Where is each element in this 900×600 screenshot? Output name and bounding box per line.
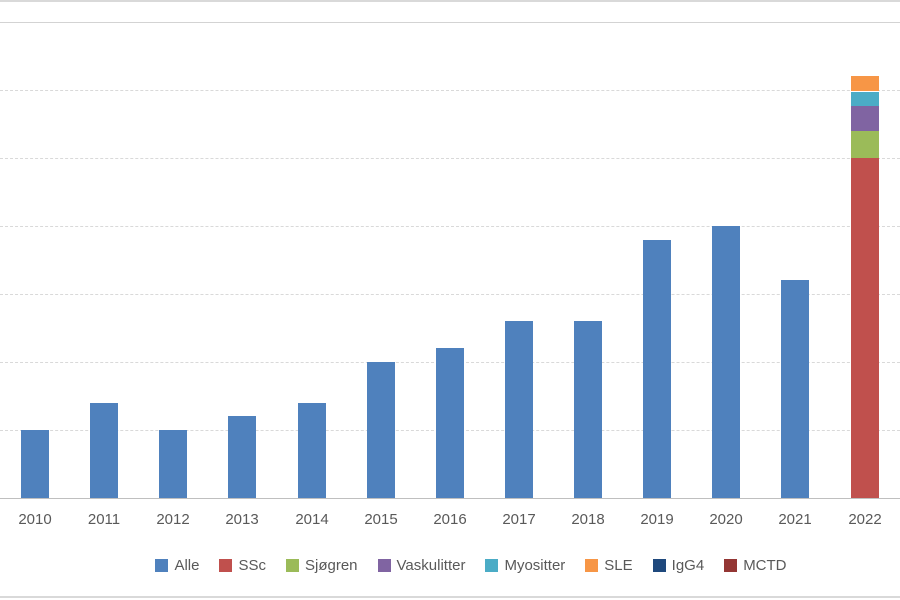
legend-label-igg4: IgG4 bbox=[671, 557, 705, 574]
chart-top-border bbox=[0, 0, 900, 2]
x-tick-label-2020: 2020 bbox=[709, 511, 743, 528]
legend-item-myositter: Myositter bbox=[485, 557, 565, 574]
x-tick-label-2011: 2011 bbox=[87, 511, 121, 528]
legend-swatch-igg4 bbox=[652, 559, 666, 572]
legend-item-sle: SLE bbox=[585, 557, 633, 574]
bar-2022-sjøgren bbox=[851, 131, 879, 158]
legend-label-mctd: MCTD bbox=[743, 557, 787, 574]
x-tick-label-2019: 2019 bbox=[640, 511, 674, 528]
bar-2021-alle bbox=[781, 280, 809, 498]
legend-swatch-vaskulitter bbox=[377, 559, 391, 572]
bar-2013-alle bbox=[228, 416, 256, 498]
bar-2010-alle bbox=[21, 430, 49, 498]
bar-2019-alle bbox=[643, 240, 671, 498]
bar-2022-ssc bbox=[851, 158, 879, 498]
x-tick-label-2018: 2018 bbox=[571, 511, 605, 528]
x-tick-label-2010: 2010 bbox=[18, 511, 52, 528]
legend-swatch-sjøgren bbox=[286, 559, 299, 572]
x-tick-label-2012: 2012 bbox=[156, 511, 190, 528]
legend-item-ssc: SSc bbox=[219, 557, 266, 574]
x-axis-line bbox=[0, 498, 900, 499]
bar-2022-myositter bbox=[851, 92, 879, 106]
chart-bottom-border bbox=[0, 596, 900, 598]
gridline bbox=[0, 22, 900, 23]
bar-2016-alle bbox=[436, 348, 464, 498]
legend-item-igg4: IgG4 bbox=[652, 557, 705, 574]
legend-swatch-sle bbox=[585, 559, 599, 572]
gridline bbox=[0, 294, 900, 295]
gridline bbox=[0, 226, 900, 227]
legend-item-vaskulitter: Vaskulitter bbox=[377, 557, 466, 574]
bar-2011-alle bbox=[90, 403, 118, 498]
bar-2020-alle bbox=[712, 226, 740, 498]
legend-swatch-myositter bbox=[485, 559, 499, 572]
legend-item-alle: Alle bbox=[155, 557, 199, 574]
legend-label-sjøgren: Sjøgren bbox=[305, 557, 358, 574]
x-tick-label-2016: 2016 bbox=[433, 511, 467, 528]
bar-2012-alle bbox=[159, 430, 187, 498]
x-tick-label-2015: 2015 bbox=[364, 511, 398, 528]
legend-swatch-mctd bbox=[724, 559, 738, 572]
legend-item-sjøgren: Sjøgren bbox=[286, 557, 358, 574]
gridline bbox=[0, 158, 900, 159]
gridline bbox=[0, 90, 900, 91]
x-tick-label-2017: 2017 bbox=[502, 511, 536, 528]
bar-2022-sle bbox=[851, 76, 879, 91]
legend-label-ssc: SSc bbox=[238, 557, 266, 574]
x-axis: 2010 2011 2012 2013 2014 2015 2016 2017 2018 2019… bbox=[0, 510, 900, 534]
bar-2018-alle bbox=[574, 321, 602, 498]
bar-2014-alle bbox=[298, 403, 326, 498]
x-tick-label-2013: 2013 bbox=[225, 511, 259, 528]
bar-2017-alle bbox=[505, 321, 533, 498]
legend-label-sle: SLE bbox=[604, 557, 633, 574]
bar-2015-alle bbox=[367, 362, 395, 498]
plot-area bbox=[0, 22, 900, 499]
legend-label-vaskulitter: Vaskulitter bbox=[396, 557, 466, 574]
x-tick-label-2022: 2022 bbox=[848, 511, 882, 528]
legend: Alle SSc Sjøgren Vaskulitter Myositter SLE IgG… bbox=[0, 557, 900, 574]
legend-label-alle: Alle bbox=[174, 557, 200, 574]
x-tick-label-2014: 2014 bbox=[295, 511, 329, 528]
legend-swatch-alle bbox=[155, 559, 169, 572]
legend-item-mctd: MCTD bbox=[724, 557, 787, 574]
legend-swatch-ssc bbox=[219, 559, 233, 572]
x-tick-label-2021: 2021 bbox=[778, 511, 812, 528]
legend-label-myositter: Myositter bbox=[504, 557, 566, 574]
bar-2022-vaskulitter bbox=[851, 106, 879, 131]
